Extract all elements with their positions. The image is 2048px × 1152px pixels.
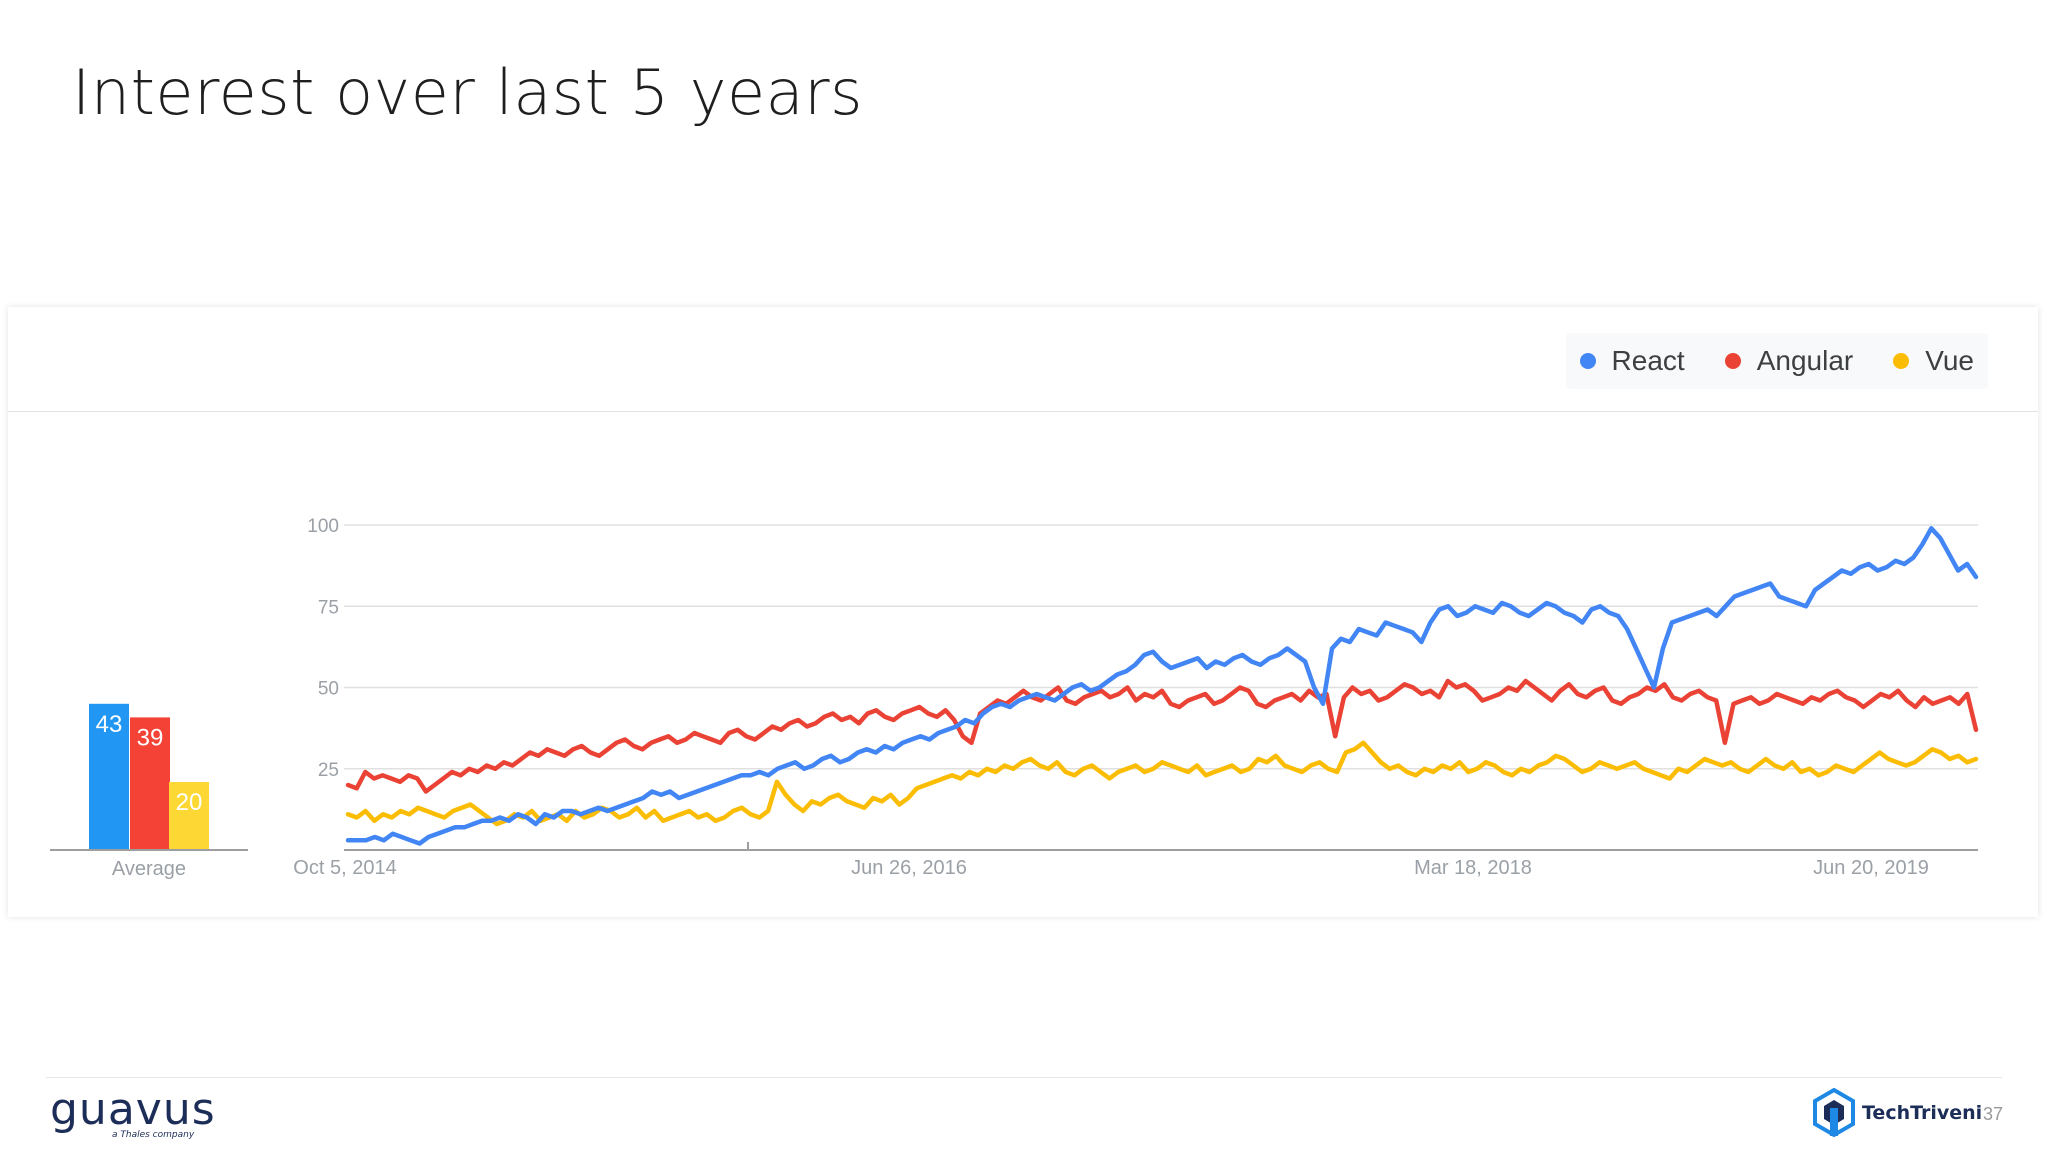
series-line-react [345, 526, 1979, 846]
average-bar-value: 39 [137, 724, 164, 751]
legend-dot-icon [1579, 353, 1596, 369]
guavus-wordmark: guavus [50, 1084, 216, 1135]
average-bar-vue [169, 782, 209, 850]
guavus-logo: guavus a Thales company [50, 1084, 216, 1141]
chart-plot-area: 25 50 75 100 Oct 5, 2014 Jun 26, 2016 Mar 18, … [50, 516, 1979, 880]
legend-label: React [1611, 345, 1685, 376]
footer-divider [46, 1077, 2002, 1078]
legend-dot-icon [1893, 353, 1910, 369]
average-bar-value: 43 [96, 711, 123, 738]
slide-title: Interest over last 5 years [72, 56, 863, 129]
legend-dot-icon [1724, 353, 1741, 369]
legend-label: Angular [1756, 345, 1854, 376]
techtriveni-cube-icon [1813, 1088, 1855, 1138]
trends-chart-card: React Angular Vue 25 50 75 100 Oct 5, 2014 Ju… [8, 307, 2038, 917]
average-axis-label: Average [112, 858, 186, 880]
legend-item-angular[interactable]: Angular [1724, 345, 1854, 377]
x-tick-label: Oct 5, 2014 [293, 857, 396, 879]
average-bar-angular [130, 717, 170, 850]
legend-item-react[interactable]: React [1579, 345, 1685, 377]
series-line-vue [345, 740, 1979, 827]
average-bar-react [89, 703, 129, 850]
x-tick-label: Jun 26, 2016 [851, 857, 967, 879]
y-tick-label: 25 [318, 760, 339, 781]
chart-legend: React Angular Vue [1565, 333, 1988, 389]
card-divider [8, 411, 2038, 412]
y-tick-label: 75 [318, 597, 339, 618]
average-bar-value: 20 [176, 789, 203, 816]
legend-item-vue[interactable]: Vue [1893, 345, 1974, 377]
series-line-angular [345, 678, 1979, 794]
x-tick-label: Mar 18, 2018 [1414, 857, 1532, 879]
page-number: 37 [1983, 1104, 2004, 1124]
techtriveni-logo: TechTriveni [1812, 1088, 1982, 1138]
techtriveni-wordmark: TechTriveni [1862, 1102, 1983, 1124]
x-tick-label: Jun 20, 2019 [1813, 857, 1929, 879]
legend-label: Vue [1925, 345, 1974, 376]
guavus-tagline: a Thales company [112, 1130, 195, 1140]
y-tick-label: 100 [307, 516, 339, 537]
y-tick-label: 50 [318, 679, 339, 700]
